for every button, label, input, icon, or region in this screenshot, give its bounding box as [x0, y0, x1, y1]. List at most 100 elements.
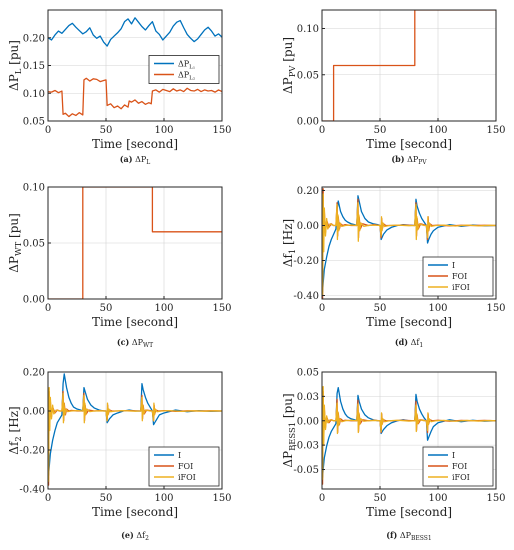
- panel-caption: (d) Δf1: [395, 337, 423, 349]
- x-tick-label: 100: [154, 493, 173, 504]
- panel-caption: (b) ΔPPV: [391, 154, 427, 166]
- series-line-ifoi-2: [322, 385, 496, 480]
- y-axis-label: ΔPL [pu]: [7, 40, 23, 91]
- x-tick-label: 100: [154, 303, 173, 314]
- plot-frame: [47, 371, 223, 490]
- caption-text: Δf: [411, 338, 421, 347]
- x-tick-label: 100: [428, 493, 447, 504]
- legend-entry: I: [452, 261, 455, 270]
- x-tick-label: 0: [319, 125, 325, 136]
- caption-text: ΔP: [407, 155, 419, 164]
- y-tick-label: -0.05: [293, 465, 319, 476]
- y-tick-label: 0.00: [297, 117, 319, 128]
- y-tick-label: 0.00: [297, 416, 319, 427]
- chart-panel-d: 0 50 100 150 -0.40 -0.20 0.00 0.20 Time [second]…: [281, 186, 506, 349]
- legend-entry-name: iFOI: [452, 283, 470, 292]
- legend-box: [148, 55, 220, 84]
- caption-text: ΔP: [400, 531, 412, 540]
- caption-subscript: 1: [419, 342, 423, 349]
- y-tick-label: -0.03: [293, 441, 319, 452]
- chart-panel-e: 0 50 100 150 -0.40 -0.20 0.00 0.20 Time [second]…: [7, 368, 232, 543]
- y-axis-label: ΔPBESS1 [pu]: [281, 393, 297, 467]
- plot-frame: [321, 371, 497, 490]
- y-axis-label-tail: [Hz]: [281, 219, 295, 249]
- legend: I FOI iFOI: [148, 446, 220, 487]
- x-tick-label: 0: [45, 493, 51, 504]
- legend-entry-subscript: L₁: [189, 65, 195, 71]
- legend-entry-name: ΔP: [178, 60, 190, 69]
- y-axis-label-main: Δf: [281, 253, 295, 268]
- y-tick-label: 0.10: [23, 183, 45, 194]
- caption-label: (d): [395, 337, 408, 347]
- legend: I FOI iFOI: [422, 256, 494, 297]
- y-axis-label: Δf1 [Hz]: [281, 219, 297, 267]
- plot-frame: [321, 9, 497, 122]
- series-line-p-0: [48, 17, 222, 47]
- x-tick-label: 50: [100, 125, 113, 136]
- y-axis-label: Δf2 [Hz]: [7, 406, 23, 454]
- series-line-s0-0: [48, 187, 222, 299]
- caption-label: (f): [386, 530, 397, 540]
- y-tick-label: 0.00: [23, 407, 45, 418]
- x-axis-label: Time [second]: [366, 137, 452, 151]
- y-axis-label-main: ΔP: [7, 74, 21, 91]
- legend-entry-name: iFOI: [178, 473, 196, 482]
- y-tick-label: 0.03: [297, 392, 319, 403]
- legend-entry-name: I: [178, 451, 181, 460]
- y-tick-label: 0.00: [23, 295, 45, 306]
- x-axis-label: Time [second]: [92, 315, 178, 329]
- y-tick-label: 0.10: [23, 89, 45, 100]
- y-axis-label-tail: [pu]: [281, 393, 295, 422]
- y-axis-label-subscript: WT: [13, 241, 23, 256]
- x-tick-label: 0: [319, 493, 325, 504]
- panel-caption: (e) Δf2: [121, 530, 149, 542]
- x-tick-label: 150: [212, 125, 231, 136]
- y-tick-label: 0.15: [23, 61, 45, 72]
- series-line-ifoi-2: [322, 193, 496, 297]
- x-tick-label: 0: [45, 303, 51, 314]
- x-axis-label: Time [second]: [366, 315, 452, 329]
- x-tick-label: 50: [100, 493, 113, 504]
- legend-entry-name: I: [452, 451, 455, 460]
- legend-entry-name: I: [452, 261, 455, 270]
- x-tick-label: 50: [100, 303, 113, 314]
- legend-entry-name: ΔP: [178, 71, 190, 80]
- y-axis-label-subscript: L: [13, 68, 23, 74]
- y-tick-label: -0.20: [293, 256, 319, 267]
- caption-subscript: BESS1: [411, 535, 432, 542]
- caption-label: (a): [120, 154, 133, 164]
- panel-caption: (c) ΔPWT: [117, 337, 153, 349]
- y-tick-label: 0.00: [297, 221, 319, 232]
- y-axis-label-subscript: 2: [13, 436, 23, 441]
- y-axis-label-subscript: PV: [287, 65, 297, 78]
- legend-entry: I: [178, 451, 181, 460]
- x-axis-label: Time [second]: [92, 137, 178, 151]
- panel-caption: (a) ΔPL: [120, 154, 150, 166]
- y-tick-label: 0.20: [23, 368, 45, 379]
- y-axis-label-subscript: 1: [287, 249, 297, 254]
- y-tick-label: -0.40: [293, 291, 319, 302]
- legend-entry: FOI: [452, 272, 467, 281]
- legend-entry-name: FOI: [178, 462, 193, 471]
- series-line-s0-0: [322, 10, 496, 121]
- legend-entry: ΔPL₂: [178, 71, 195, 82]
- x-tick-label: 100: [154, 125, 173, 136]
- caption-label: (e): [121, 530, 134, 540]
- y-axis-label-main: ΔP: [281, 451, 295, 468]
- x-tick-label: 150: [212, 493, 231, 504]
- y-axis-label-main: ΔP: [7, 256, 21, 273]
- y-axis-label-tail: [pu]: [7, 213, 21, 242]
- y-axis-label-tail: [pu]: [7, 40, 21, 69]
- series-line-ifoi-2: [48, 386, 222, 482]
- legend-entry-name: FOI: [452, 462, 467, 471]
- x-tick-label: 50: [374, 125, 387, 136]
- x-tick-label: 0: [45, 125, 51, 136]
- legend-entry-name: iFOI: [452, 473, 470, 482]
- y-tick-label: -0.40: [19, 485, 45, 496]
- y-tick-label: 0.05: [297, 70, 319, 81]
- x-tick-label: 50: [374, 493, 387, 504]
- panel-caption: (f) ΔPBESS1: [386, 530, 431, 542]
- x-axis-label: Time [second]: [366, 505, 452, 519]
